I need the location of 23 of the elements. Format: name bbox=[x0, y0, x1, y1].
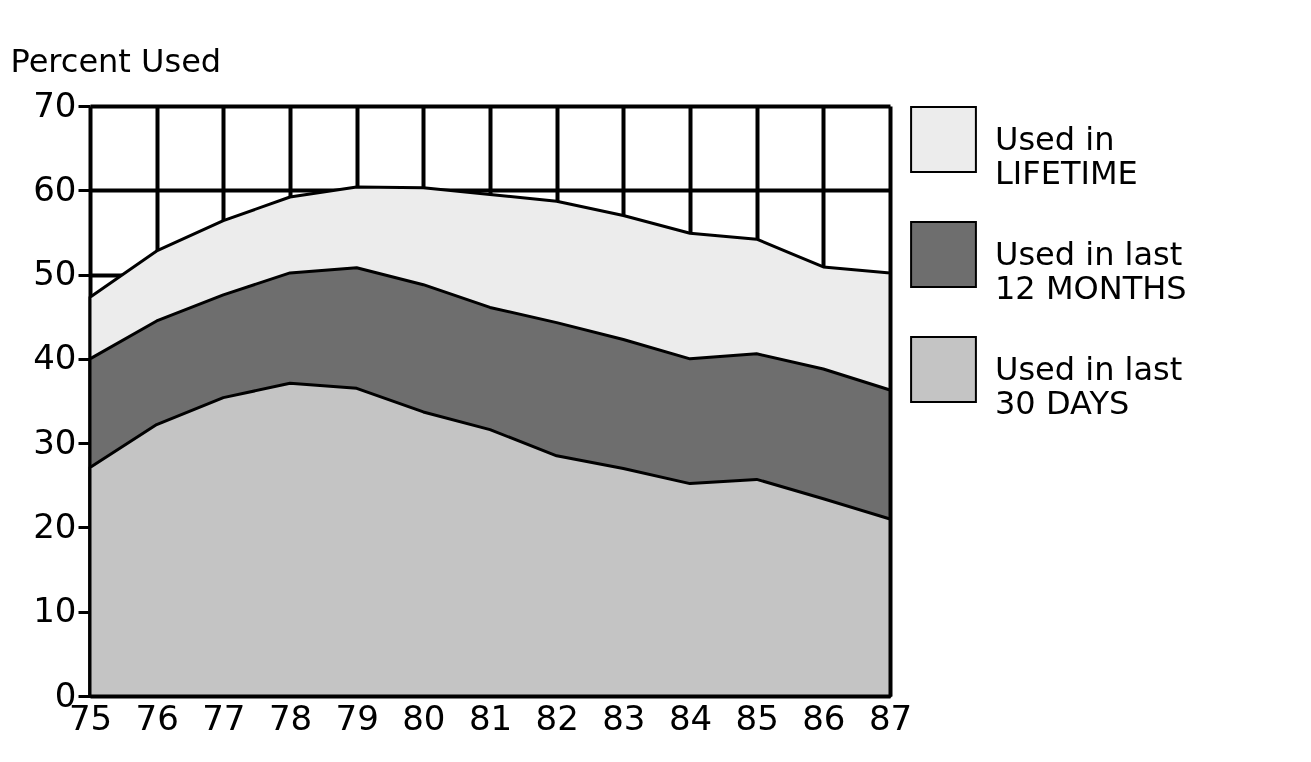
x-tick-label: 79 bbox=[335, 697, 379, 738]
x-tick-label: 83 bbox=[602, 697, 646, 738]
x-tick-label: 85 bbox=[735, 697, 779, 738]
y-axis-title: Percent Used bbox=[10, 41, 222, 80]
y-tick-label: 10 bbox=[33, 590, 77, 631]
legend-label: Used in LIFETIME bbox=[995, 119, 1138, 192]
x-tick-label: 86 bbox=[802, 697, 846, 738]
x-tick-label: 80 bbox=[402, 697, 446, 738]
y-tick-label: 30 bbox=[33, 421, 77, 462]
x-tick-label: 77 bbox=[202, 697, 246, 738]
x-tick-label: 76 bbox=[135, 697, 179, 738]
x-tick-label: 87 bbox=[868, 697, 913, 738]
legend-label: Used in last 12 MONTHS bbox=[995, 234, 1187, 307]
y-tick-label: 50 bbox=[33, 253, 77, 294]
x-tick-label: 78 bbox=[268, 697, 313, 738]
x-tick-label: 82 bbox=[535, 697, 579, 738]
y-tick-label: 60 bbox=[33, 168, 77, 209]
y-tick-label: 40 bbox=[33, 337, 77, 378]
x-tick-label: 81 bbox=[468, 697, 513, 738]
x-tick-label: 84 bbox=[668, 697, 713, 738]
y-tick-label: 70 bbox=[33, 84, 77, 125]
y-tick-label: 20 bbox=[33, 505, 77, 546]
legend-label: Used in last 30 DAYS bbox=[995, 349, 1183, 422]
